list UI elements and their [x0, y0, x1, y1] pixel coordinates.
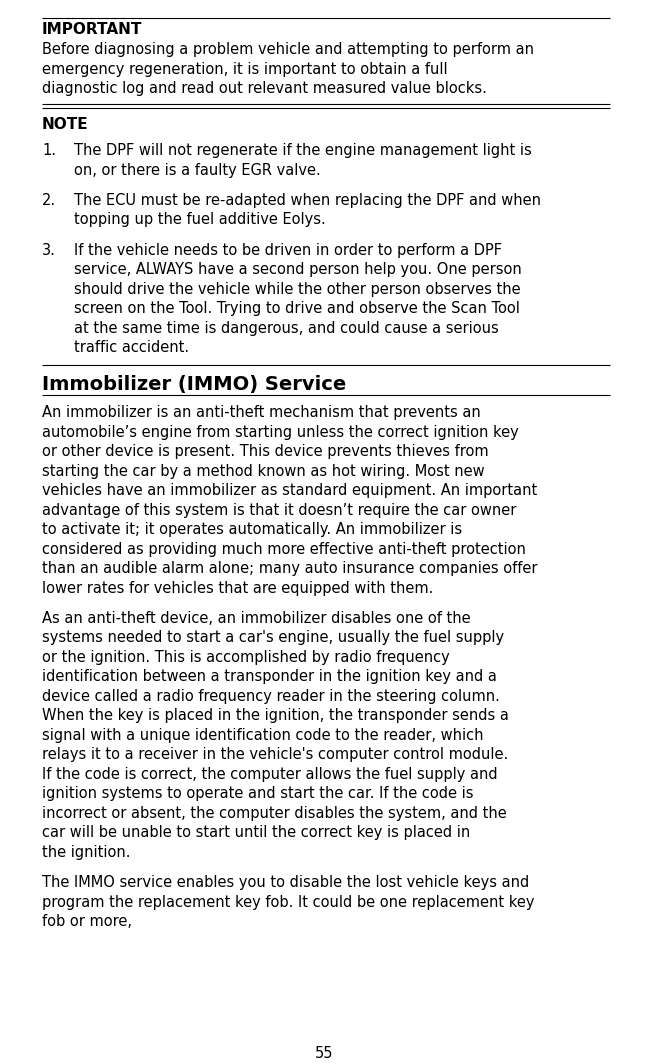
Text: Immobilizer (IMMO) Service: Immobilizer (IMMO) Service	[42, 376, 346, 395]
Text: If the code is correct, the computer allows the fuel supply and: If the code is correct, the computer all…	[42, 767, 498, 782]
Text: identification between a transponder in the ignition key and a: identification between a transponder in …	[42, 669, 497, 684]
Text: As an anti-theft device, an immobilizer disables one of the: As an anti-theft device, an immobilizer …	[42, 611, 470, 626]
Text: relays it to a receiver in the vehicle's computer control module.: relays it to a receiver in the vehicle's…	[42, 747, 508, 762]
Text: NOTE: NOTE	[42, 117, 89, 132]
Text: to activate it; it operates automatically. An immobilizer is: to activate it; it operates automaticall…	[42, 522, 462, 537]
Text: or the ignition. This is accomplished by radio frequency: or the ignition. This is accomplished by…	[42, 650, 450, 665]
Text: traffic accident.: traffic accident.	[74, 340, 189, 355]
Text: topping up the fuel additive Eolys.: topping up the fuel additive Eolys.	[74, 213, 326, 228]
Text: IMPORTANT: IMPORTANT	[42, 22, 143, 37]
Text: the ignition.: the ignition.	[42, 845, 130, 860]
Text: advantage of this system is that it doesn’t require the car owner: advantage of this system is that it does…	[42, 502, 516, 517]
Text: starting the car by a method known as hot wiring. Most new: starting the car by a method known as ho…	[42, 464, 485, 479]
Text: Before diagnosing a problem vehicle and attempting to perform an: Before diagnosing a problem vehicle and …	[42, 43, 534, 57]
Text: automobile’s engine from starting unless the correct ignition key: automobile’s engine from starting unless…	[42, 425, 519, 439]
Text: car will be unable to start until the correct key is placed in: car will be unable to start until the co…	[42, 826, 470, 841]
Text: incorrect or absent, the computer disables the system, and the: incorrect or absent, the computer disabl…	[42, 805, 507, 820]
Text: The IMMO service enables you to disable the lost vehicle keys and: The IMMO service enables you to disable …	[42, 875, 529, 891]
Text: lower rates for vehicles that are equipped with them.: lower rates for vehicles that are equipp…	[42, 581, 434, 596]
Text: The DPF will not regenerate if the engine management light is: The DPF will not regenerate if the engin…	[74, 144, 532, 159]
Text: should drive the vehicle while the other person observes the: should drive the vehicle while the other…	[74, 282, 520, 297]
Text: vehicles have an immobilizer as standard equipment. An important: vehicles have an immobilizer as standard…	[42, 483, 537, 498]
Text: screen on the Tool. Trying to drive and observe the Scan Tool: screen on the Tool. Trying to drive and …	[74, 301, 520, 316]
Text: An immobilizer is an anti-theft mechanism that prevents an: An immobilizer is an anti-theft mechanis…	[42, 405, 481, 420]
Text: fob or more,: fob or more,	[42, 914, 132, 929]
Text: service, ALWAYS have a second person help you. One person: service, ALWAYS have a second person hel…	[74, 262, 522, 278]
Text: When the key is placed in the ignition, the transponder sends a: When the key is placed in the ignition, …	[42, 709, 509, 724]
Text: or other device is present. This device prevents thieves from: or other device is present. This device …	[42, 444, 489, 460]
Text: device called a radio frequency reader in the steering column.: device called a radio frequency reader i…	[42, 688, 500, 704]
Text: program the replacement key fob. It could be one replacement key: program the replacement key fob. It coul…	[42, 895, 535, 910]
Text: The ECU must be re-adapted when replacing the DPF and when: The ECU must be re-adapted when replacin…	[74, 193, 541, 207]
Text: 2.: 2.	[42, 193, 56, 207]
Text: considered as providing much more effective anti-theft protection: considered as providing much more effect…	[42, 542, 526, 556]
Text: systems needed to start a car's engine, usually the fuel supply: systems needed to start a car's engine, …	[42, 630, 504, 646]
Text: at the same time is dangerous, and could cause a serious: at the same time is dangerous, and could…	[74, 320, 499, 335]
Text: diagnostic log and read out relevant measured value blocks.: diagnostic log and read out relevant mea…	[42, 82, 487, 97]
Text: 3.: 3.	[42, 243, 56, 257]
Text: If the vehicle needs to be driven in order to perform a DPF: If the vehicle needs to be driven in ord…	[74, 243, 502, 257]
Text: on, or there is a faulty EGR valve.: on, or there is a faulty EGR valve.	[74, 163, 321, 178]
Text: emergency regeneration, it is important to obtain a full: emergency regeneration, it is important …	[42, 62, 448, 77]
Text: 1.: 1.	[42, 144, 56, 159]
Text: signal with a unique identification code to the reader, which: signal with a unique identification code…	[42, 728, 483, 743]
Text: ignition systems to operate and start the car. If the code is: ignition systems to operate and start th…	[42, 786, 474, 801]
Text: than an audible alarm alone; many auto insurance companies offer: than an audible alarm alone; many auto i…	[42, 561, 537, 576]
Text: 55: 55	[315, 1046, 333, 1061]
